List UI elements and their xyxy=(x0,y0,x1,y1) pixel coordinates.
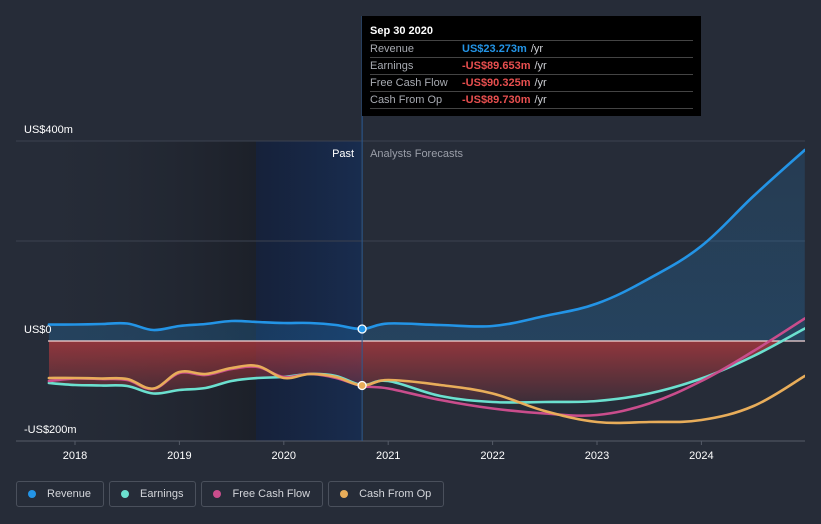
x-tick-label: 2023 xyxy=(585,450,609,462)
legend-item-cash-from-op[interactable]: Cash From Op xyxy=(328,481,445,507)
free-cash-flow-dot-icon xyxy=(213,490,222,498)
revenue-marker xyxy=(357,324,367,334)
legend-label: Cash From Op xyxy=(359,488,432,500)
revenue-dot-icon xyxy=(28,490,36,498)
tooltip-unit: /yr xyxy=(534,94,547,106)
tooltip-value: -US$90.325m xyxy=(462,77,531,89)
x-tick-label: 2021 xyxy=(376,450,400,462)
legend-label: Earnings xyxy=(140,488,184,500)
tooltip-value: US$23.273m xyxy=(462,43,527,55)
x-tick-label: 2018 xyxy=(63,450,87,462)
forecast-label: Analysts Forecasts xyxy=(370,148,463,160)
legend-item-free-cash-flow[interactable]: Free Cash Flow xyxy=(201,481,324,507)
y-tick-label: US$400m xyxy=(24,124,73,136)
tooltip-label: Revenue xyxy=(370,43,415,55)
y-tick-label: US$0 xyxy=(24,324,52,336)
tooltip-value: -US$89.730m xyxy=(462,94,531,106)
tooltip-row-free-cash-flow: Free Cash Flow -US$90.325m /yr xyxy=(370,75,693,92)
revenue-area xyxy=(48,150,805,341)
tooltip-row-cash-from-op: Cash From Op -US$89.730m /yr xyxy=(370,92,693,109)
legend-label: Revenue xyxy=(47,488,92,500)
y-tick-label: -US$200m xyxy=(24,424,77,436)
cash-from-op-dot-icon xyxy=(340,490,349,498)
past-label: Past xyxy=(332,148,354,160)
series-line-revenue xyxy=(47,148,805,332)
x-tick-label: 2022 xyxy=(480,450,504,462)
tooltip-value: -US$89.653m xyxy=(462,60,531,72)
tooltip: Sep 30 2020 Revenue US$23.273m /yr Earni… xyxy=(362,16,701,116)
legend-item-revenue[interactable]: Revenue xyxy=(16,481,105,507)
past-background xyxy=(16,141,256,441)
legend-item-earnings[interactable]: Earnings xyxy=(109,481,197,507)
recent-past-highlight xyxy=(256,141,361,441)
x-tick-label: 2020 xyxy=(272,450,296,462)
earnings-dot-icon xyxy=(121,490,130,498)
legend-label: Free Cash Flow xyxy=(232,488,311,500)
tooltip-unit: /yr xyxy=(534,77,547,89)
series-line-cash-from-op xyxy=(47,364,805,425)
tooltip-label: Free Cash Flow xyxy=(370,77,448,89)
cash-from-op-marker xyxy=(357,380,367,391)
tooltip-row-revenue: Revenue US$23.273m /yr xyxy=(370,41,693,58)
x-tick-label: 2024 xyxy=(689,450,713,462)
tooltip-date: Sep 30 2020 xyxy=(370,24,693,41)
tooltip-unit: /yr xyxy=(534,60,547,72)
tooltip-unit: /yr xyxy=(530,43,544,55)
legend: Revenue Earnings Free Cash Flow Cash Fro… xyxy=(16,481,445,507)
tooltip-label: Cash From Op xyxy=(370,94,443,106)
earnings-negative-area xyxy=(48,341,805,403)
tooltip-row-earnings: Earnings -US$89.653m /yr xyxy=(370,58,693,75)
tooltip-label: Earnings xyxy=(370,60,414,72)
x-tick-label: 2019 xyxy=(167,450,191,462)
